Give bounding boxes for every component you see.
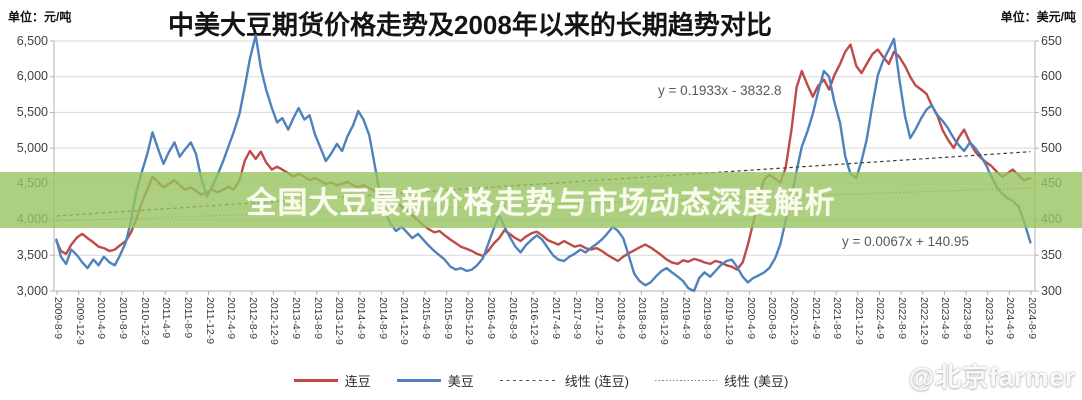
x-axis-label: 2019-8-9: [701, 297, 714, 340]
y-axis-label-left: 3,500: [16, 247, 48, 262]
x-axis-label: 2014-8-9: [376, 297, 389, 340]
y-axis-label-right: 550: [1041, 104, 1062, 119]
x-axis-label: 2021-8-9: [831, 297, 844, 340]
x-axis-label: 2019-4-9: [679, 297, 692, 340]
x-axis-label: 2010-4-9: [95, 297, 108, 340]
legend-label: 线性 (美豆): [724, 374, 789, 389]
x-axis-label: 2012-4-9: [225, 297, 238, 340]
y-axis-label-left: 5,000: [16, 140, 48, 155]
right-axis-unit-label: 单位：美元/吨: [1000, 10, 1076, 24]
x-axis-label: 2013-8-9: [311, 297, 324, 340]
trendline-equation-meidou: y = 0.0067x + 140.95: [842, 234, 969, 249]
y-axis-label-left: 5,500: [16, 104, 48, 119]
trendline-equation-liandou: y = 0.1933x - 3832.8: [658, 83, 782, 98]
x-axis-label: 2020-12-9: [787, 297, 800, 345]
y-axis-label-left: 6,000: [16, 69, 48, 84]
x-axis-label: 2017-12-9: [593, 297, 606, 345]
y-axis-label-left: 3,000: [16, 283, 48, 298]
x-axis-label: 2024-4-9: [1004, 297, 1017, 340]
legend-label: 美豆: [447, 374, 474, 389]
y-axis-label-right: 600: [1041, 69, 1062, 84]
x-axis-label: 2016-4-9: [484, 297, 497, 340]
legend-label: 连豆: [344, 374, 371, 389]
x-axis-label: 2014-4-9: [355, 297, 368, 340]
x-axis-label: 2018-4-9: [614, 297, 627, 340]
y-axis-label-right: 350: [1041, 247, 1062, 262]
x-axis-label: 2015-8-9: [441, 297, 454, 340]
legend-swatch: [396, 379, 441, 382]
legend-item-线性 (连豆): 线性 (连豆): [499, 371, 630, 390]
page-title: 中美大豆期货价格走势及2008年以来的长期趋势对比: [168, 10, 772, 40]
x-axis-label: 2023-12-9: [982, 297, 995, 345]
weibo-icon: [864, 364, 902, 391]
x-axis-label: 2012-8-9: [246, 297, 259, 340]
x-axis-label: 2010-12-9: [138, 297, 151, 345]
headline-text: 全国大豆最新价格走势与市场动态深度解析: [246, 187, 836, 220]
x-axis-label: 2009-8-9: [52, 297, 64, 340]
x-axis-label: 2023-4-9: [939, 297, 952, 340]
x-axis-label: 2014-12-9: [398, 297, 411, 345]
legend-label: 线性 (连豆): [564, 374, 630, 389]
x-axis-label: 2020-8-9: [766, 297, 779, 340]
legend-item-美豆: 美豆: [396, 371, 474, 390]
watermark: @北京farmer: [864, 357, 1076, 394]
x-axis-label: 2011-12-9: [203, 297, 216, 345]
x-axis-label: 2018-8-9: [636, 297, 649, 340]
y-axis-label-left: 6,500: [16, 33, 48, 48]
x-axis-label: 2013-4-9: [290, 297, 303, 340]
x-axis-label: 2013-12-9: [333, 297, 346, 345]
legend-swatch: [499, 379, 558, 382]
legend-item-连豆: 连豆: [293, 371, 371, 390]
legend-swatch: [655, 379, 718, 382]
y-axis-label-right: 500: [1041, 140, 1062, 155]
x-axis-label: 2011-8-9: [181, 297, 194, 339]
y-axis-label-right: 300: [1041, 283, 1062, 298]
x-axis-label: 2019-12-9: [722, 297, 735, 345]
x-axis-label: 2021-12-9: [852, 297, 865, 345]
headline-banner: 全国大豆最新价格走势与市场动态深度解析: [0, 172, 1082, 228]
x-axis-label: 2009-12-9: [73, 297, 86, 345]
x-axis-label: 2022-8-9: [896, 297, 909, 340]
x-axis-label: 2012-12-9: [268, 297, 281, 345]
x-axis-label: 2015-12-9: [463, 297, 476, 345]
x-axis-label: 2018-12-9: [658, 297, 671, 345]
y-axis-label-right: 650: [1041, 33, 1062, 48]
x-axis-label: 2016-8-9: [506, 297, 519, 340]
x-axis-label: 2022-12-9: [917, 297, 930, 345]
x-axis-label: 2017-8-9: [571, 297, 584, 340]
x-axis-label: 2015-4-9: [419, 297, 432, 340]
legend-swatch: [293, 379, 338, 382]
x-axis-label: 2011-4-9: [160, 297, 173, 339]
x-axis-label: 2021-4-9: [809, 297, 822, 340]
left-axis-unit-label: 单位：元/吨: [8, 10, 72, 24]
x-axis-label: 2022-4-9: [874, 297, 887, 340]
x-axis-label: 2020-4-9: [744, 297, 757, 340]
watermark-text: @北京farmer: [908, 362, 1076, 392]
legend-item-线性 (美豆): 线性 (美豆): [655, 371, 788, 390]
x-axis-label: 2024-8-9: [1026, 297, 1038, 340]
x-axis-label: 2016-12-9: [528, 297, 541, 345]
x-axis-label: 2010-8-9: [116, 297, 129, 340]
x-axis-label: 2023-8-9: [961, 297, 974, 340]
chart-legend: 连豆 美豆 线性 (连豆) 线性 (美豆): [0, 371, 1082, 390]
series-美豆: [55, 34, 1032, 293]
x-axis-label: 2017-4-9: [549, 297, 562, 340]
